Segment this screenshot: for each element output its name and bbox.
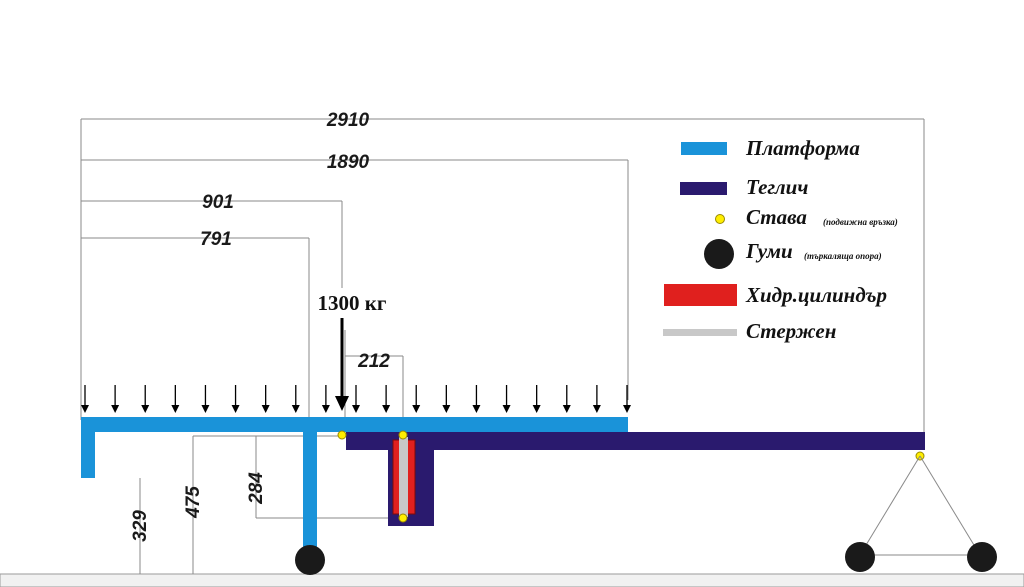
load-arrow <box>261 385 270 413</box>
legend-platform-label: Платформа <box>745 136 860 160</box>
load-arrow <box>321 385 330 413</box>
legend-tractor-label: Теглич <box>746 175 808 199</box>
load-arrow <box>111 385 120 413</box>
load-arrow <box>231 385 240 413</box>
load-arrow <box>623 385 631 413</box>
legend-cylinder-swatch <box>664 284 737 306</box>
load-arrow <box>532 385 541 413</box>
load-arrow <box>291 385 300 413</box>
load-arrow <box>502 385 511 413</box>
joint-platform-tractor <box>337 430 347 440</box>
dim-height-platform: 329 <box>130 510 151 542</box>
load-arrow <box>592 385 601 413</box>
wheel-tractor-right <box>967 542 997 572</box>
load-arrow <box>352 385 360 413</box>
load-arrow <box>412 385 421 413</box>
load-arrow <box>81 385 89 413</box>
joint-cylinder-top <box>398 430 408 440</box>
legend-joint-label: Става <box>746 205 807 229</box>
legend: Платформа Теглич Става (подвижна връзка)… <box>663 136 898 343</box>
load-arrow <box>171 385 180 413</box>
load-arrow <box>201 385 210 413</box>
load-arrow <box>442 385 451 413</box>
dim-joint-offset: 212 <box>357 351 390 372</box>
legend-cylinder-label: Хидр.цилиндър <box>745 283 887 307</box>
wheel-tractor-left <box>845 542 875 572</box>
dim-total-length: 2910 <box>326 110 370 131</box>
legend-wheels-swatch <box>704 239 734 269</box>
dim-load-position: 901 <box>202 192 234 213</box>
concentrated-load-arrow <box>335 318 349 411</box>
tractor-beam <box>346 432 925 526</box>
ground <box>0 573 1024 587</box>
dim-platform-length: 1890 <box>327 152 370 173</box>
dimension-lines <box>80 118 925 574</box>
dim-cylinder-height: 284 <box>246 472 267 505</box>
tractor-wheel-frame <box>859 455 981 556</box>
hydraulic-cylinder <box>392 437 416 517</box>
legend-joint-swatch <box>715 214 725 224</box>
dim-height-platform-top: 475 <box>183 486 204 519</box>
distributed-load-arrows <box>81 385 631 413</box>
legend-rod-label: Стержен <box>746 319 836 343</box>
legend-wheels-label: Гуми <box>745 239 793 263</box>
legend-rod-swatch <box>663 329 737 336</box>
legend-tractor-swatch <box>680 182 727 195</box>
load-arrow <box>472 385 481 413</box>
wheel-platform <box>295 545 325 575</box>
platform <box>81 417 628 562</box>
load-arrow <box>382 385 391 413</box>
dim-support-position: 791 <box>200 229 232 250</box>
cylinder-rod <box>399 437 408 517</box>
load-arrow <box>141 385 150 413</box>
legend-platform-swatch <box>681 142 727 155</box>
load-arrow <box>562 385 571 413</box>
joint-cylinder-bottom <box>398 513 408 523</box>
legend-wheels-note: (търкаляща опора) <box>804 251 882 261</box>
load-label: 1300 кг <box>318 291 387 315</box>
legend-joint-note: (подвижна връзка) <box>823 217 898 227</box>
